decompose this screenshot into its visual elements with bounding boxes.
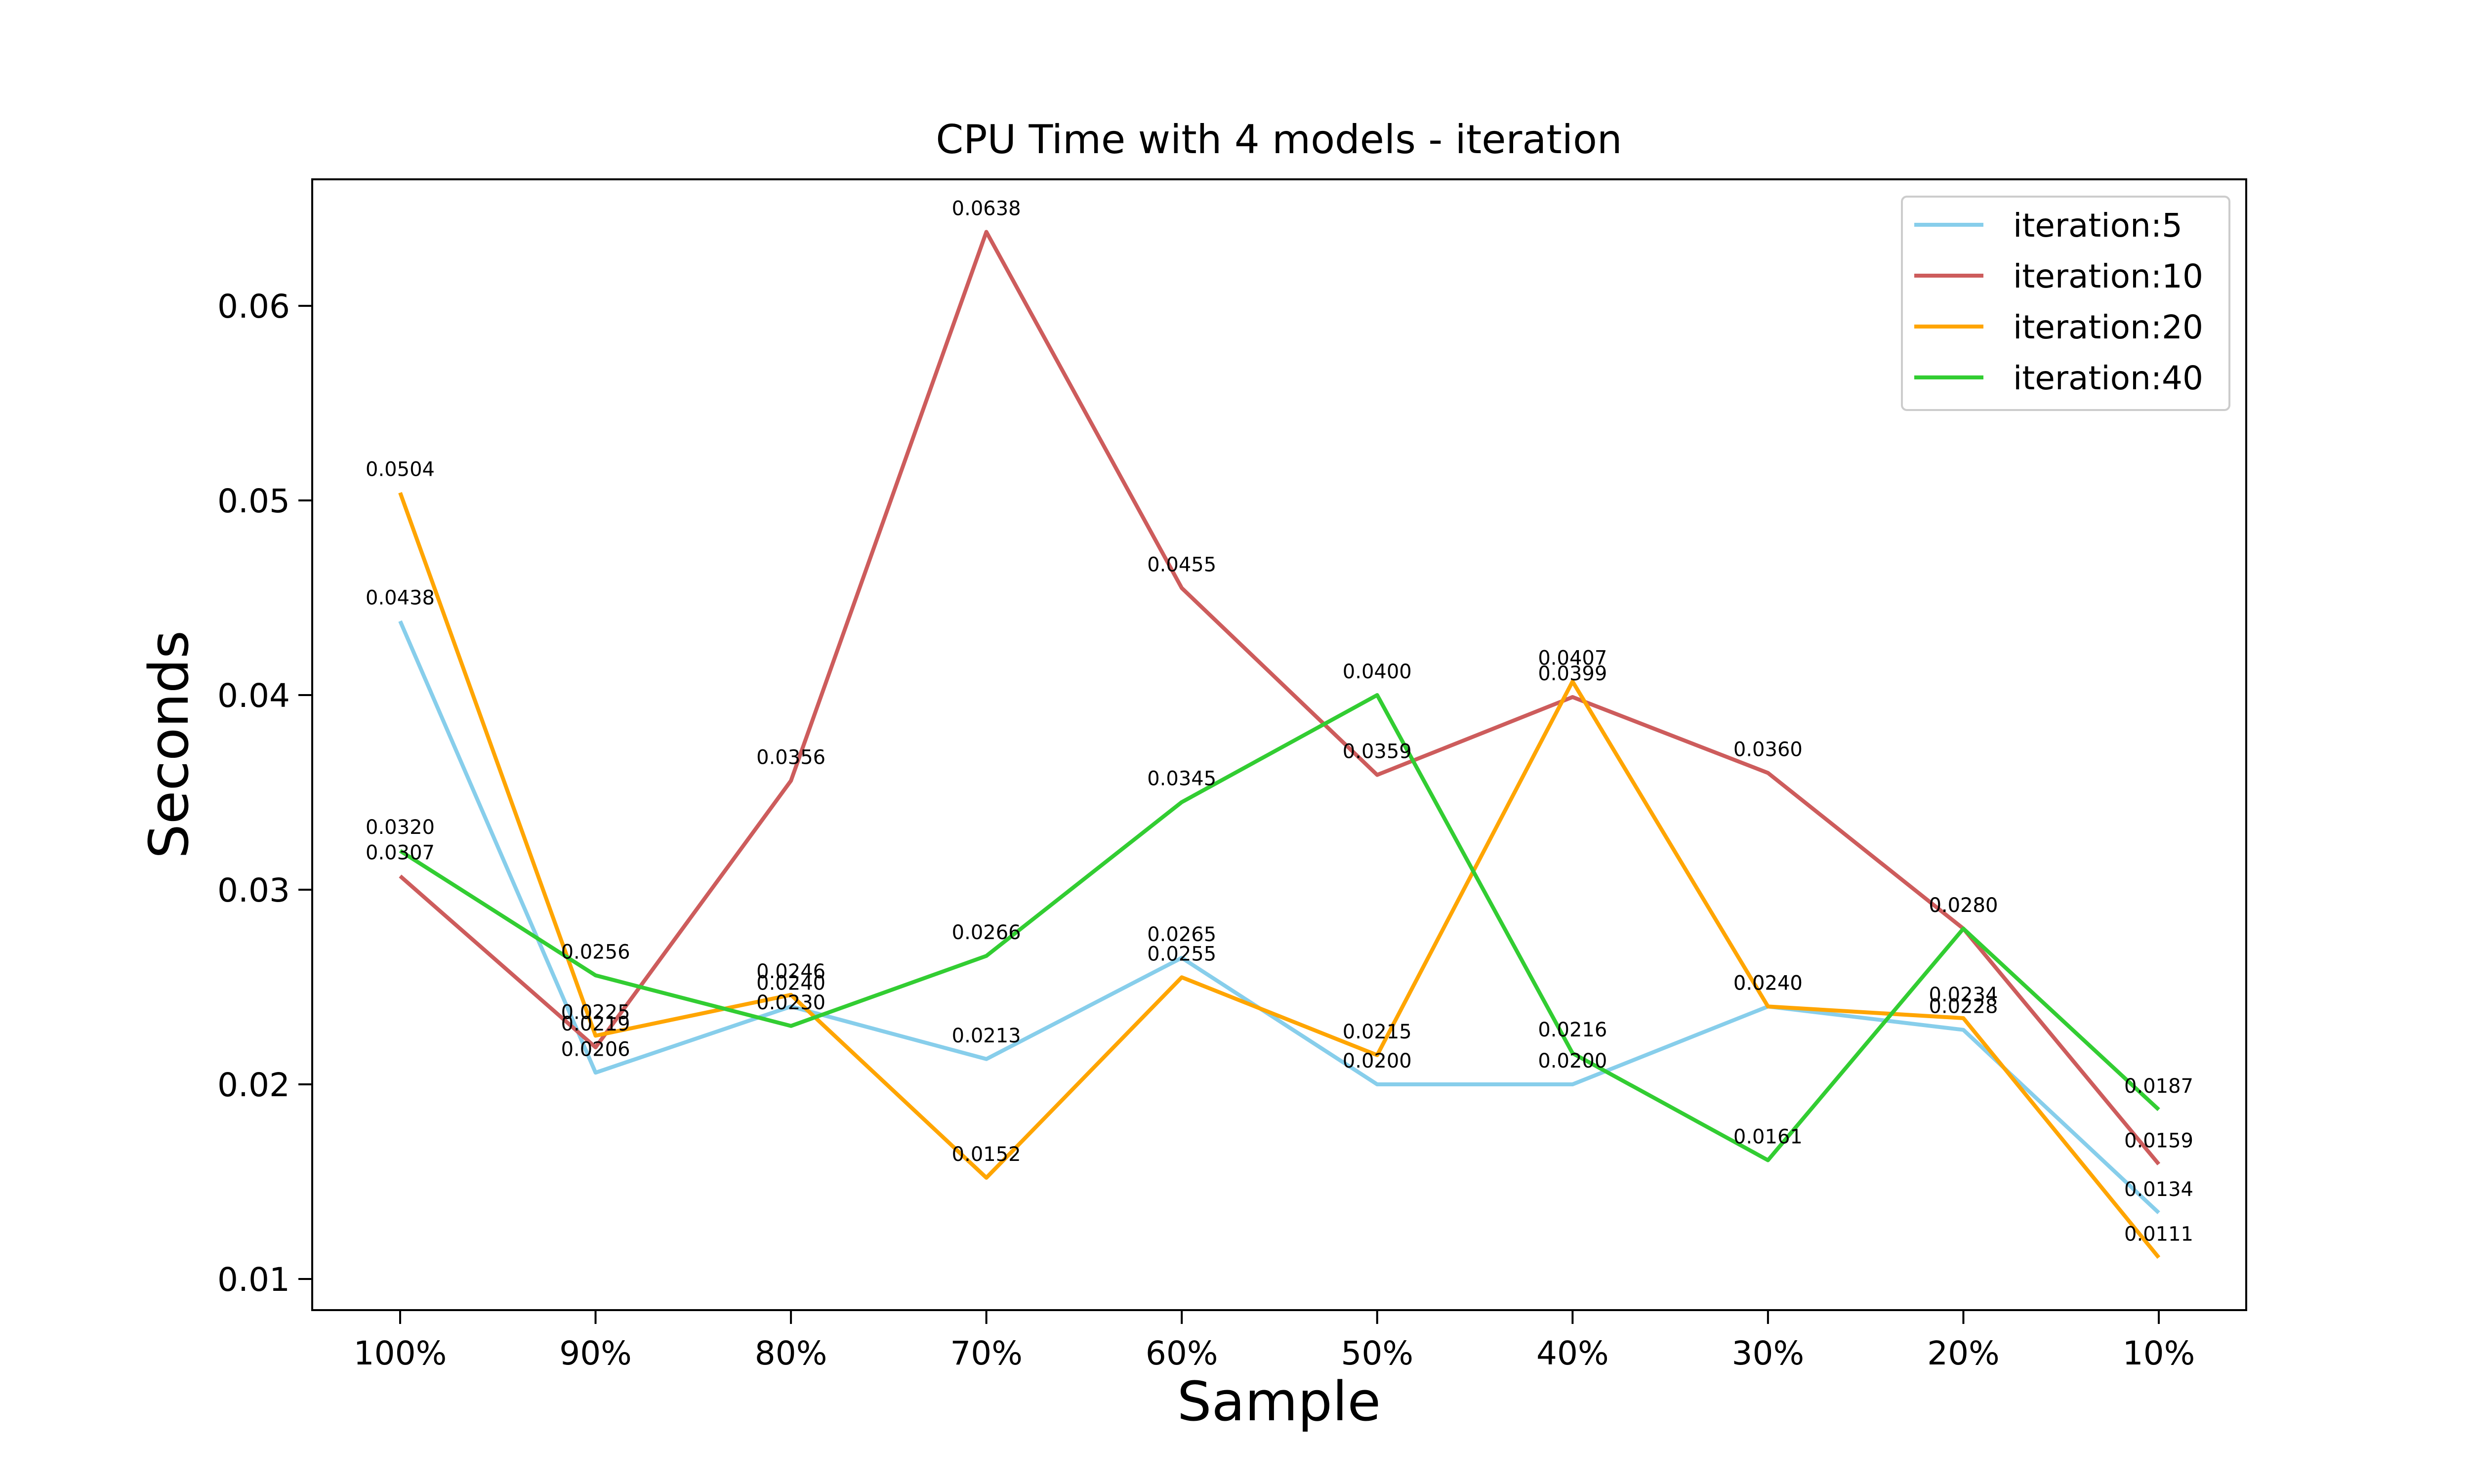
data-label: 0.0215	[1343, 1021, 1412, 1043]
x-tick-label: 50%	[1341, 1334, 1413, 1372]
data-label: 0.0360	[1733, 739, 1803, 761]
legend-box	[1901, 196, 2230, 411]
series-line-iteration-10	[399, 230, 2161, 1166]
data-label: 0.0638	[952, 197, 1021, 220]
data-labels: 0.0438 0.0206 0.0240 0.0213 0.0265 0.0200 0.02…	[366, 197, 2193, 1245]
x-tick-label: 10%	[2123, 1334, 2195, 1372]
x-axis-label: Sample	[1177, 1370, 1381, 1433]
y-tick-label: 0.02	[217, 1066, 290, 1104]
data-label: 0.0213	[952, 1025, 1021, 1047]
series-line-iteration-40	[399, 693, 2160, 1162]
data-label: 0.0255	[1147, 943, 1216, 965]
series-line-iteration-20	[398, 492, 2161, 1259]
x-tick-label: 100%	[354, 1334, 447, 1372]
data-label: 0.0161	[1733, 1126, 1803, 1149]
data-label: 0.0219	[561, 1013, 630, 1035]
data-label: 0.0111	[2124, 1223, 2193, 1246]
data-label: 0.0399	[1538, 662, 1607, 685]
data-label: 0.0455	[1147, 553, 1216, 576]
data-label: 0.0345	[1147, 768, 1216, 790]
data-label: 0.0187	[2124, 1075, 2193, 1098]
y-axis-label: Seconds	[137, 630, 201, 859]
data-label: 0.0240	[1733, 972, 1803, 994]
data-label: 0.0265	[1147, 923, 1216, 946]
data-label: 0.0280	[1929, 894, 1998, 917]
x-tick-label: 80%	[755, 1334, 827, 1372]
data-label: 0.0240	[1733, 972, 1803, 994]
legend-items: iteration:5 iteration:10 iteration:20 itera…	[1914, 206, 2203, 397]
y-tick-label: 0.04	[217, 677, 290, 715]
data-label: 0.0200	[1343, 1050, 1412, 1072]
data-label: 0.0256	[561, 941, 630, 963]
data-label: 0.0159	[2124, 1130, 2193, 1153]
y-tick-label: 0.03	[217, 871, 290, 909]
data-label: 0.0234	[1929, 984, 1998, 1006]
data-label: 0.0359	[1343, 741, 1412, 763]
data-label: 0.0152	[952, 1143, 1021, 1166]
data-label: 0.0230	[756, 991, 825, 1014]
data-label: 0.0504	[366, 458, 435, 481]
data-label: 0.0216	[1538, 1019, 1607, 1041]
chart-title: CPU Time with 4 models - iteration	[936, 117, 1622, 163]
data-label: 0.0266	[952, 921, 1021, 944]
y-axis: 0.01 0.02 0.03 0.04 0.05 0.06	[217, 288, 312, 1299]
data-label: 0.0240	[756, 972, 825, 994]
legend-label: iteration:20	[2013, 308, 2203, 346]
legend-label: iteration:40	[2013, 359, 2203, 397]
y-tick-label: 0.06	[217, 288, 290, 326]
data-label: 0.0307	[366, 841, 435, 864]
x-tick-label: 90%	[559, 1334, 632, 1372]
y-tick-label: 0.01	[217, 1261, 290, 1299]
data-label: 0.0246	[756, 960, 825, 983]
legend: iteration:5 iteration:10 iteration:20 itera…	[1901, 196, 2230, 411]
legend-label: iteration:5	[2013, 206, 2182, 245]
data-label: 0.0228	[1929, 995, 1998, 1018]
data-label: 0.0206	[561, 1038, 630, 1061]
data-label: 0.0407	[1538, 647, 1607, 669]
data-label: 0.0356	[756, 746, 825, 769]
x-tick-label: 40%	[1536, 1334, 1609, 1372]
series-lines	[398, 230, 2161, 1259]
x-axis: 100% 90% 80% 70% 60% 50% 40% 30% 20% 10%	[354, 1310, 2195, 1372]
data-label: 0.0400	[1343, 660, 1412, 683]
data-label: 0.0225	[561, 1001, 630, 1024]
data-label: 0.0320	[366, 816, 435, 839]
plot-area-frame	[311, 178, 2247, 1311]
data-label: 0.0438	[366, 586, 435, 609]
series-line-iteration-5	[398, 620, 2160, 1214]
x-tick-label: 20%	[1927, 1334, 2000, 1372]
data-label: 0.0280	[1929, 894, 1998, 917]
x-tick-label: 70%	[950, 1334, 1023, 1372]
y-tick-label: 0.05	[217, 482, 290, 520]
data-label: 0.0200	[1538, 1050, 1607, 1072]
x-tick-label: 30%	[1732, 1334, 1805, 1372]
data-label: 0.0134	[2124, 1178, 2193, 1201]
legend-label: iteration:10	[2013, 257, 2203, 295]
x-tick-label: 60%	[1146, 1334, 1218, 1372]
